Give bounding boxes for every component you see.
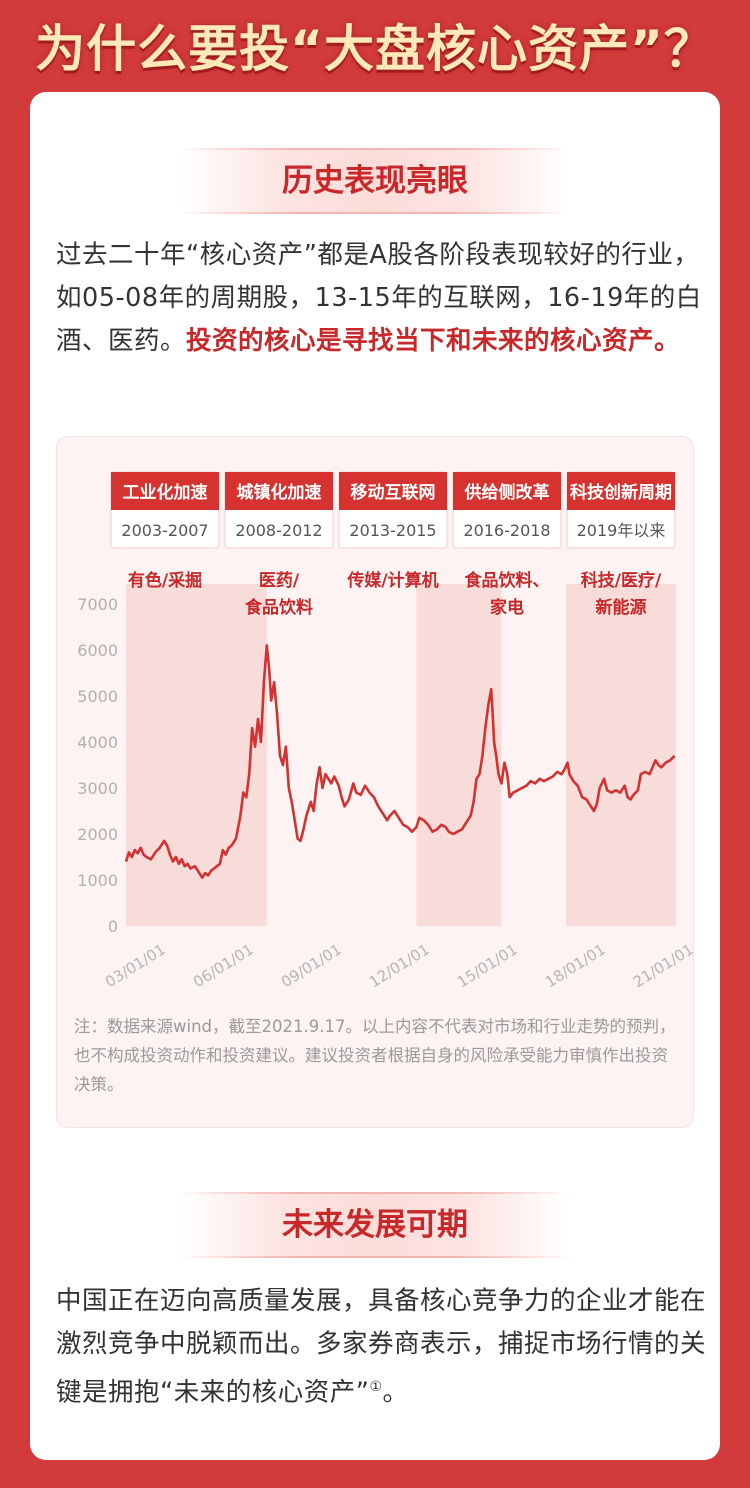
y-tick-label: 1000 bbox=[77, 871, 118, 890]
footnote-mark: ① bbox=[369, 1379, 383, 1395]
period-name-4: 供给侧改革 bbox=[464, 482, 550, 503]
period-band-1 bbox=[126, 584, 267, 926]
period-name-3: 移动互联网 bbox=[351, 482, 436, 503]
period-sector-5-2: 新能源 bbox=[596, 597, 647, 618]
period-range-3: 2013-2015 bbox=[349, 521, 436, 540]
y-tick-label: 0 bbox=[108, 917, 118, 936]
x-tick-label: 12/01/01 bbox=[366, 940, 433, 991]
x-tick-label: 03/01/01 bbox=[102, 940, 169, 991]
future-paragraph: 中国正在迈向高质量发展，具备核心竞争力的企业才能在激烈竞争中脱颖而出。多家券商表… bbox=[56, 1280, 706, 1415]
y-tick-label: 5000 bbox=[77, 687, 118, 706]
period-range-2: 2008-2012 bbox=[235, 521, 322, 540]
period-band-5 bbox=[566, 584, 676, 926]
period-name-5: 科技创新周期 bbox=[570, 482, 672, 503]
history-highlight: 投资的核心是寻找当下和未来的核心资产。 bbox=[186, 326, 681, 356]
x-tick-label: 06/01/01 bbox=[190, 940, 257, 991]
period-sector-1-1: 有色/采掘 bbox=[128, 570, 202, 591]
content-card: 历史表现亮眼 过去二十年“核心资产”都是A股各阶段表现较好的行业，如05-08年… bbox=[30, 92, 720, 1460]
period-sector-5-1: 科技/医疗/ bbox=[581, 570, 662, 591]
history-paragraph: 过去二十年“核心资产”都是A股各阶段表现较好的行业，如05-08年的周期股，13… bbox=[56, 234, 706, 363]
period-band-3 bbox=[416, 584, 502, 926]
period-tag-header-1 bbox=[111, 472, 219, 510]
page-title: 为什么要投“大盘核心资产”？ bbox=[35, 20, 715, 78]
period-sector-4-1: 食品饮料、 bbox=[465, 570, 550, 591]
section-heading-history: 历史表现亮眼 bbox=[180, 148, 570, 214]
index-chart: 工业化加速 2003-2007 有色/采掘 城镇化加速 2008-2012 医药/食品饮料… bbox=[77, 471, 694, 991]
period-tag-header-2 bbox=[225, 472, 333, 510]
series-line-1 bbox=[124, 644, 676, 879]
period-sector-2-2: 食品饮料 bbox=[245, 597, 313, 618]
x-tick-label: 18/01/01 bbox=[542, 940, 609, 991]
period-sector-4-2: 家电 bbox=[490, 597, 524, 618]
period-sector-2-1: 医药/ bbox=[259, 570, 300, 591]
period-tag-header-4 bbox=[453, 472, 561, 510]
period-sector-3-1: 传媒/计算机 bbox=[346, 570, 438, 591]
future-text: 中国正在迈向高质量发展，具备核心竞争力的企业才能在激烈竞争中脱颖而出。多家券商表… bbox=[56, 1286, 707, 1408]
chart-panel: 工业化加速 2003-2007 有色/采掘 城镇化加速 2008-2012 医药/食品饮料… bbox=[56, 436, 694, 1128]
y-tick-label: 2000 bbox=[77, 825, 118, 844]
y-tick-label: 3000 bbox=[77, 779, 118, 798]
period-tag-header-5 bbox=[567, 472, 675, 510]
y-tick-label: 7000 bbox=[77, 595, 118, 614]
period-name-1: 工业化加速 bbox=[123, 482, 208, 503]
period-tag-header-3 bbox=[339, 472, 447, 510]
period-name-2: 城镇化加速 bbox=[237, 482, 322, 503]
period-range-5: 2019年以来 bbox=[577, 521, 666, 540]
x-tick-label: 15/01/01 bbox=[454, 940, 521, 991]
y-tick-label: 4000 bbox=[77, 733, 118, 752]
period-range-1: 2003-2007 bbox=[121, 521, 208, 540]
history-text: 过去二十年“核心资产”都是A股各阶段表现较好的行业，如05-08年的周期股，13… bbox=[56, 240, 702, 356]
x-tick-label: 21/01/01 bbox=[630, 940, 694, 991]
x-tick-label: 09/01/01 bbox=[278, 940, 345, 991]
chart-note: 注：数据来源wind，截至2021.9.17。以上内容不代表对市场和行业走势的预… bbox=[74, 1017, 676, 1094]
section-heading-future: 未来发展可期 bbox=[180, 1192, 570, 1258]
y-tick-label: 6000 bbox=[77, 641, 118, 660]
future-tail: 。 bbox=[382, 1377, 409, 1408]
period-range-4: 2016-2018 bbox=[463, 521, 550, 540]
